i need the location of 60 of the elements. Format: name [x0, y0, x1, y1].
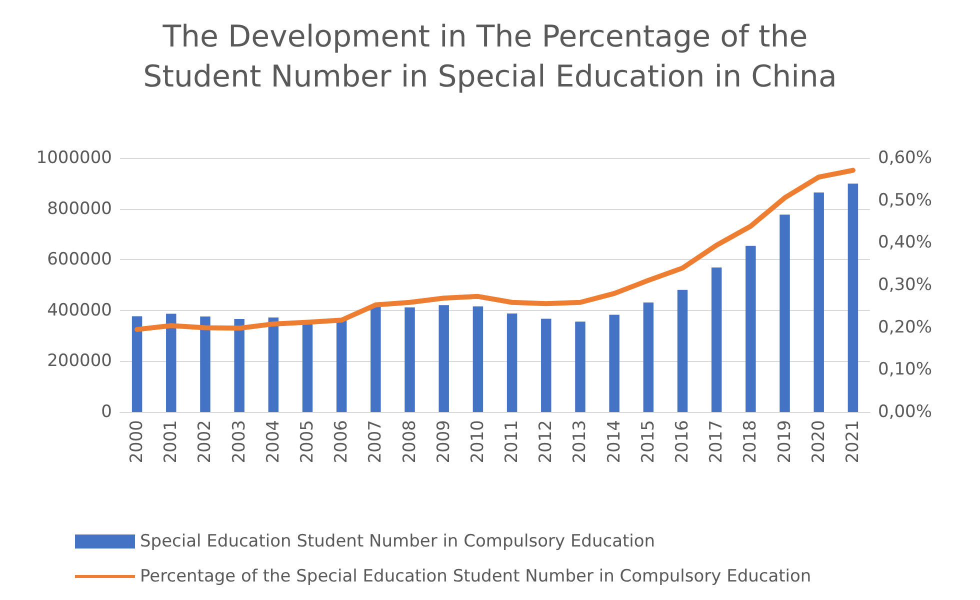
y-tick-label: 0 [101, 402, 112, 422]
x-tick-label: 2008 [400, 420, 420, 464]
x-tick-label: 2003 [229, 420, 250, 464]
y-tick-label: 400000 [47, 300, 112, 320]
x-tick-label: 2007 [366, 420, 386, 464]
y-tick-label: 1000000 [36, 148, 112, 168]
bar [643, 302, 654, 412]
legend-label: Special Education Student Number in Compulsory Education [140, 532, 656, 552]
x-tick-label: 2009 [434, 420, 454, 464]
bar [848, 184, 858, 412]
y2-tick-label: 0,00% [878, 402, 932, 422]
bar [746, 246, 756, 412]
y-tick-label: 200000 [47, 351, 112, 372]
x-tick-label: 2016 [672, 420, 692, 464]
x-tick-label: 2002 [195, 420, 216, 464]
y2-tick-label: 0,30% [878, 275, 932, 295]
bar [609, 314, 620, 412]
x-tick-label: 2005 [298, 420, 318, 464]
x-tick-label: 2020 [808, 420, 829, 464]
y2-tick-label: 0,40% [878, 232, 932, 253]
bar [234, 319, 244, 412]
bar [575, 322, 586, 412]
bar [814, 192, 824, 412]
x-tick-label: 2017 [706, 420, 727, 464]
bar [336, 320, 347, 412]
bar [541, 318, 552, 412]
x-tick-label: 2012 [536, 420, 556, 464]
y-tick-label: 800000 [47, 198, 112, 219]
bar [438, 305, 449, 412]
x-tick-label: 2018 [740, 420, 761, 464]
bar [472, 306, 484, 412]
bar [166, 314, 176, 412]
bar [370, 306, 381, 412]
x-tick-label: 2006 [332, 420, 352, 464]
bar [200, 316, 210, 412]
x-tick-label: 2000 [127, 420, 148, 464]
bar [677, 290, 688, 412]
bar [506, 313, 518, 412]
x-tick-label: 2019 [774, 420, 795, 464]
x-tick-label: 2011 [502, 420, 522, 464]
x-tick-label: 2010 [468, 420, 488, 464]
y2-tick-label: 0,50% [878, 190, 932, 210]
y2-tick-label: 0,20% [878, 317, 932, 338]
x-tick-label: 2014 [604, 420, 624, 464]
x-tick-label: 2021 [842, 420, 863, 464]
bar [268, 318, 279, 412]
bar [132, 316, 142, 412]
bar [404, 307, 415, 412]
bar [780, 214, 790, 412]
x-tick-label: 2013 [570, 420, 590, 464]
x-tick-label: 2001 [161, 420, 182, 464]
y-tick-label: 600000 [47, 250, 112, 270]
x-tick-label: 2015 [638, 420, 658, 464]
chart-title: The Development in The Percentage of the Student Number in Special Education in China [143, 20, 837, 94]
y2-tick-label: 0,60% [878, 148, 932, 168]
legend-label: Percentage of the Special Education Student Number in Compulsory Education [140, 566, 812, 586]
y2-tick-label: 0,10% [878, 360, 932, 380]
bar [302, 322, 313, 412]
x-tick-label: 2004 [263, 420, 284, 464]
bar [711, 267, 722, 412]
